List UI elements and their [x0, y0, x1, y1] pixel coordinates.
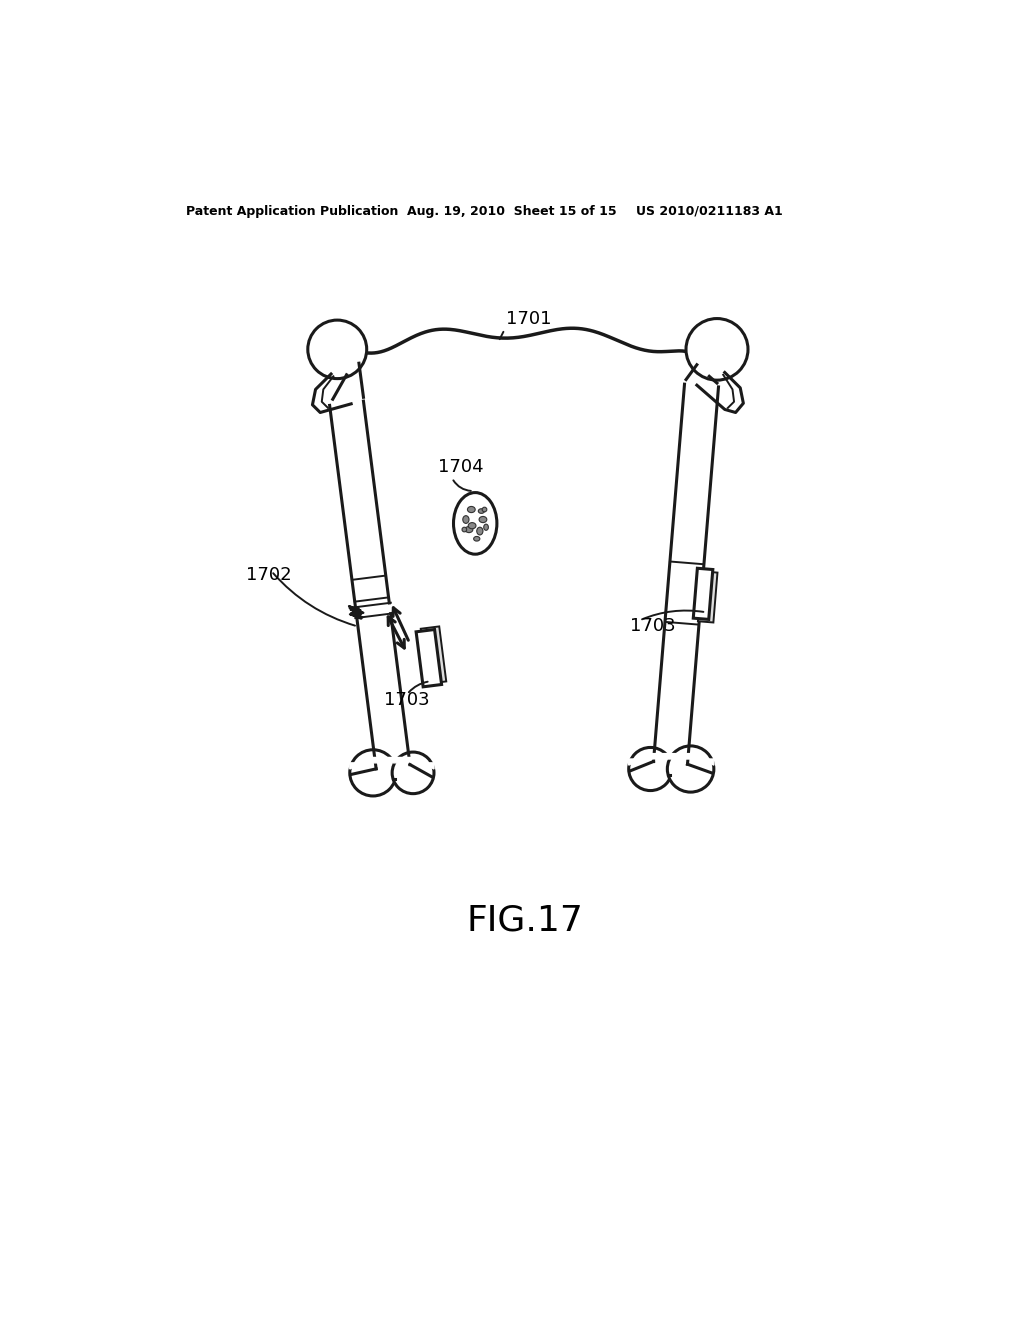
Text: FIG.17: FIG.17: [466, 904, 584, 937]
Polygon shape: [330, 401, 410, 768]
Text: 1701: 1701: [506, 310, 552, 327]
Polygon shape: [653, 384, 719, 764]
Circle shape: [308, 321, 367, 379]
Circle shape: [392, 752, 434, 793]
Polygon shape: [421, 627, 446, 684]
Circle shape: [629, 747, 672, 791]
Text: 1703: 1703: [630, 618, 676, 635]
Text: Patent Application Publication: Patent Application Publication: [186, 205, 398, 218]
Circle shape: [350, 750, 396, 796]
Ellipse shape: [483, 524, 488, 531]
Ellipse shape: [478, 508, 484, 513]
Ellipse shape: [454, 492, 497, 554]
Ellipse shape: [468, 523, 476, 529]
Text: 1703: 1703: [384, 692, 429, 709]
Circle shape: [668, 746, 714, 792]
Ellipse shape: [477, 527, 483, 535]
Ellipse shape: [463, 516, 469, 524]
Ellipse shape: [467, 507, 475, 512]
Ellipse shape: [465, 527, 473, 532]
Text: US 2010/0211183 A1: US 2010/0211183 A1: [636, 205, 782, 218]
Polygon shape: [629, 754, 714, 766]
Ellipse shape: [479, 516, 486, 523]
Polygon shape: [693, 569, 713, 619]
Text: Aug. 19, 2010  Sheet 15 of 15: Aug. 19, 2010 Sheet 15 of 15: [407, 205, 616, 218]
Ellipse shape: [474, 536, 480, 541]
Polygon shape: [698, 572, 718, 623]
Circle shape: [686, 318, 748, 380]
Ellipse shape: [462, 527, 467, 532]
Polygon shape: [416, 630, 441, 686]
Text: 1702: 1702: [246, 566, 292, 585]
Text: 1704: 1704: [438, 458, 483, 475]
Polygon shape: [350, 758, 434, 770]
Ellipse shape: [482, 507, 486, 512]
